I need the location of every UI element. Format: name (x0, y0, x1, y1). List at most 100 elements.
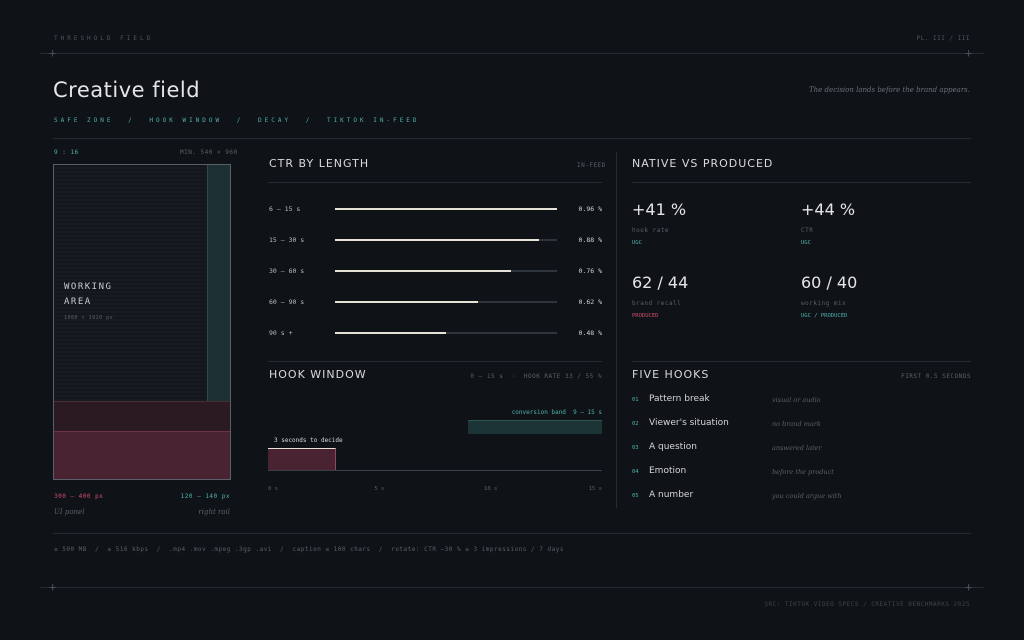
hook-axis (268, 470, 602, 471)
hook-name: Viewer's situation (649, 418, 729, 428)
hooks-meta: FIRST 0.5 SECONDS (901, 373, 971, 380)
ctr-row-label: 60 – 90 s (269, 298, 305, 306)
nav-item-decay[interactable]: DECAY (258, 117, 292, 124)
ctr-row-value: 0.96 % (578, 205, 602, 213)
working-area-label-1: WORKING (64, 282, 113, 292)
ctr-bar (335, 332, 446, 334)
hook-name: Emotion (649, 466, 687, 476)
hook-name: Pattern break (649, 394, 710, 404)
ctr-section-tag: IN-FEED (577, 162, 606, 169)
native-divider (632, 182, 971, 183)
right-rail-zone (207, 165, 230, 401)
bottom-frame-line (40, 587, 984, 588)
working-area (54, 165, 207, 401)
stat-value: +41 % (632, 200, 687, 219)
footer-source: SRC: TIKTOK VIDEO SPECS / CREATIVE BENCH… (764, 601, 970, 608)
hook-axis-tick: 5 s (374, 486, 385, 492)
decide-window (268, 448, 336, 471)
stat-tag: UGC (801, 240, 811, 246)
hook-name: A question (649, 442, 697, 452)
ctr-row-label: 90 s + (269, 329, 293, 337)
ctr-row-label: 30 – 60 s (269, 267, 305, 275)
ctr-bar (335, 239, 539, 241)
crosshair-mark: + (49, 580, 57, 594)
page-marker: PL. III / III (916, 35, 970, 42)
hook-name: A number (649, 490, 694, 500)
hook-number: 05 (632, 493, 639, 499)
min-size-label: MIN. 540 × 960 (180, 149, 238, 156)
hook-axis-tick: 0 s (268, 486, 278, 492)
header-divider (53, 138, 971, 139)
native-section-title: NATIVE VS PRODUCED (632, 157, 774, 170)
hook-axis-tick: 15 s (588, 486, 602, 492)
hook-note: visual or audio (772, 396, 821, 404)
tagline: The decision lands before the brand appe… (809, 86, 970, 94)
hook-note: before the product (772, 468, 834, 476)
conversion-band (468, 420, 602, 434)
nav-item-hook-window[interactable]: HOOK WINDOW (149, 117, 223, 124)
kicker-label: THRESHOLD FIELD (54, 35, 154, 42)
ctr-section-title: CTR BY LENGTH (269, 157, 370, 170)
ctr-row-value: 0.88 % (578, 236, 602, 244)
aspect-ratio-label: 9 : 16 (54, 149, 79, 156)
decide-label: 3 seconds to decide (274, 437, 343, 444)
hook-number: 01 (632, 397, 639, 403)
stat-tag: UGC (632, 240, 642, 246)
ctr-bar-track (335, 301, 557, 303)
ctr-bar-track (335, 332, 557, 334)
stat-label: hook rate (632, 227, 670, 234)
footer-specs: ≤ 500 MB / ≥ 516 kbps / .mp4 .mov .mpeg … (54, 546, 564, 553)
ctr-divider (268, 182, 602, 183)
hook-meta: 0 – 15 s · HOOK RATE 33 / 55 % (470, 373, 602, 380)
nav-item-tiktok-in-feed[interactable]: TIKTOK IN-FEED (326, 117, 420, 124)
ctr-row-value: 0.76 % (578, 267, 602, 275)
ui-panel-size: 300 – 400 px (54, 493, 104, 500)
hook-number: 04 (632, 469, 639, 475)
stat-label: brand recall (632, 300, 682, 307)
ctr-bar-track (335, 270, 557, 272)
working-area-dims: 1080 × 1920 px (64, 315, 114, 321)
nav-item-safe-zone[interactable]: SAFE ZONE (54, 117, 114, 124)
ui-panel-zone (54, 401, 230, 432)
stat-tag: UGC / PRODUCED (801, 313, 848, 319)
ui-panel-caption: UI panel (54, 508, 85, 516)
footer-divider (53, 533, 971, 534)
column-divider (616, 152, 617, 508)
hook-number: 03 (632, 445, 639, 451)
ctr-row-label: 6 – 15 s (269, 205, 301, 213)
hooks-divider-top (632, 361, 971, 362)
ctr-bar (335, 208, 557, 210)
hook-note: you could argue with (772, 492, 842, 500)
hook-note: answered later (772, 444, 822, 452)
ctr-bar-track (335, 208, 557, 210)
hook-number: 02 (632, 421, 639, 427)
crosshair-mark: + (965, 46, 973, 60)
crosshair-mark: + (965, 580, 973, 594)
hook-section-title: HOOK WINDOW (269, 368, 367, 381)
stat-tag: PRODUCED (632, 313, 659, 319)
ctr-bar-track (335, 239, 557, 241)
right-rail-size: 120 – 140 px (180, 493, 230, 500)
ctr-row-label: 15 – 30 s (269, 236, 305, 244)
ctr-bar (335, 270, 511, 272)
stat-value: 60 / 40 (801, 273, 858, 292)
page-title: Creative field (53, 78, 201, 102)
stat-value: 62 / 44 (632, 273, 689, 292)
top-frame-line (40, 53, 984, 54)
section-nav: SAFE ZONE / HOOK WINDOW / DECAY / TIKTOK… (54, 117, 420, 124)
hook-axis-tick: 10 s (484, 486, 498, 492)
hook-divider-top (268, 361, 602, 362)
ctr-row-value: 0.62 % (578, 298, 602, 306)
ctr-bar (335, 301, 479, 303)
stat-label: working mix (801, 300, 847, 307)
hook-note: no brand mark (772, 420, 821, 428)
crosshair-mark: + (49, 46, 57, 60)
hooks-section-title: FIVE HOOKS (632, 368, 710, 381)
ui-panel-zone-dense (54, 431, 230, 479)
stat-value: +44 % (801, 200, 856, 219)
working-area-label-2: AREA (64, 297, 92, 307)
stat-label: CTR (801, 227, 814, 234)
ctr-row-value: 0.48 % (578, 329, 602, 337)
conversion-band-label: conversion band 9 – 15 s (511, 409, 602, 416)
right-rail-caption: right rail (198, 508, 230, 516)
